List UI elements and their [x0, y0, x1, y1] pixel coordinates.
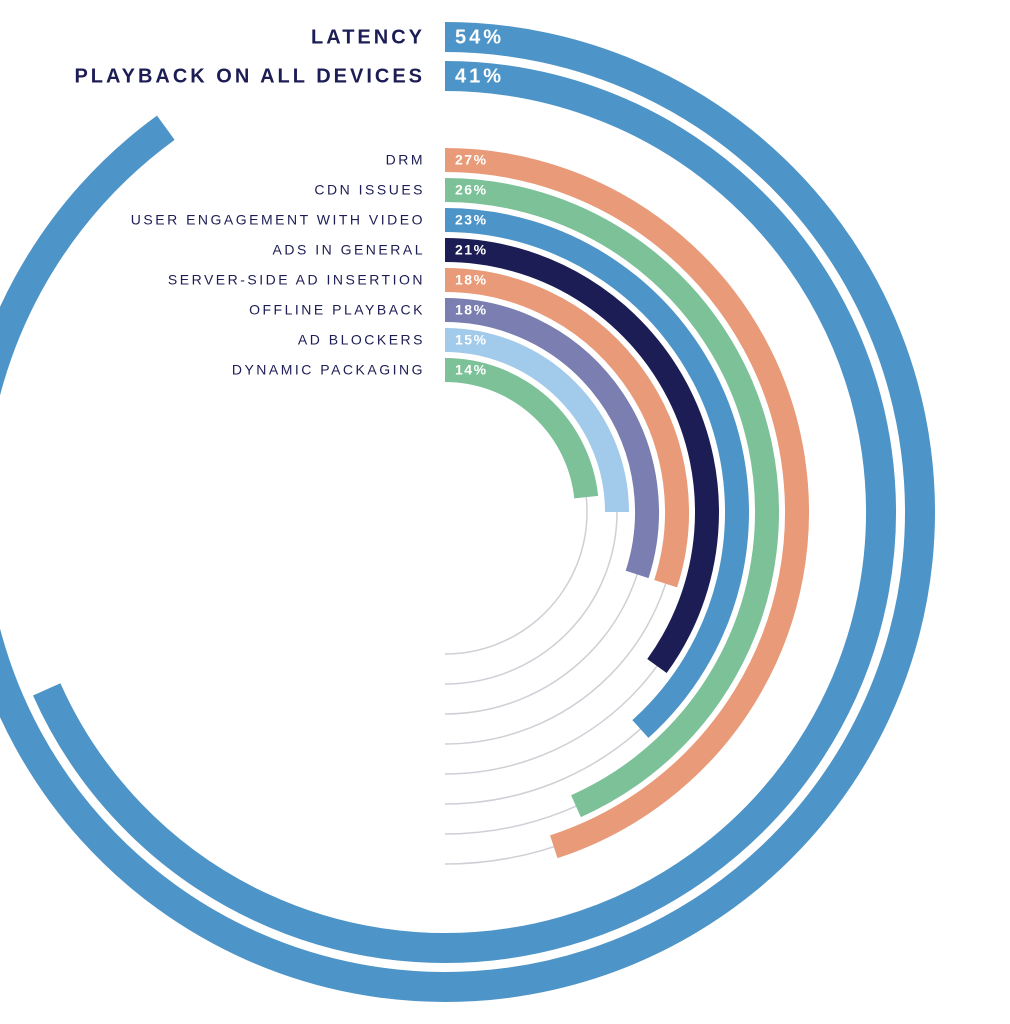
series-percent: 54% — [455, 26, 504, 48]
series-label: SERVER-SIDE AD INSERTION — [168, 272, 425, 288]
series-percent: 23% — [455, 212, 488, 228]
series-percent: 41% — [455, 65, 504, 87]
series-label: CDN ISSUES — [314, 182, 425, 198]
series-label: AD BLOCKERS — [298, 332, 425, 348]
series-percent: 15% — [455, 332, 488, 348]
series-percent: 26% — [455, 182, 488, 198]
series-percent: 21% — [455, 242, 488, 258]
series-label: OFFLINE PLAYBACK — [249, 302, 425, 318]
series-label: ADS IN GENERAL — [273, 242, 425, 258]
series-label: DRM — [386, 152, 425, 168]
series-label: LATENCY — [311, 26, 425, 48]
series-label: USER ENGAGEMENT WITH VIDEO — [131, 212, 425, 228]
track-arc — [445, 370, 587, 654]
series-label: PLAYBACK ON ALL DEVICES — [74, 65, 425, 87]
chart-svg: LATENCY 54% PLAYBACK ON ALL DEVICES 41% DRM 2… — [0, 0, 1010, 1024]
series-percent: 18% — [455, 272, 488, 288]
series-percent: 14% — [455, 362, 488, 378]
series-percent: 18% — [455, 302, 488, 318]
series-label: DYNAMIC PACKAGING — [232, 362, 425, 378]
radial-bar-chart: LATENCY 54% PLAYBACK ON ALL DEVICES 41% DRM 2… — [0, 0, 1010, 1024]
series-percent: 27% — [455, 152, 488, 168]
